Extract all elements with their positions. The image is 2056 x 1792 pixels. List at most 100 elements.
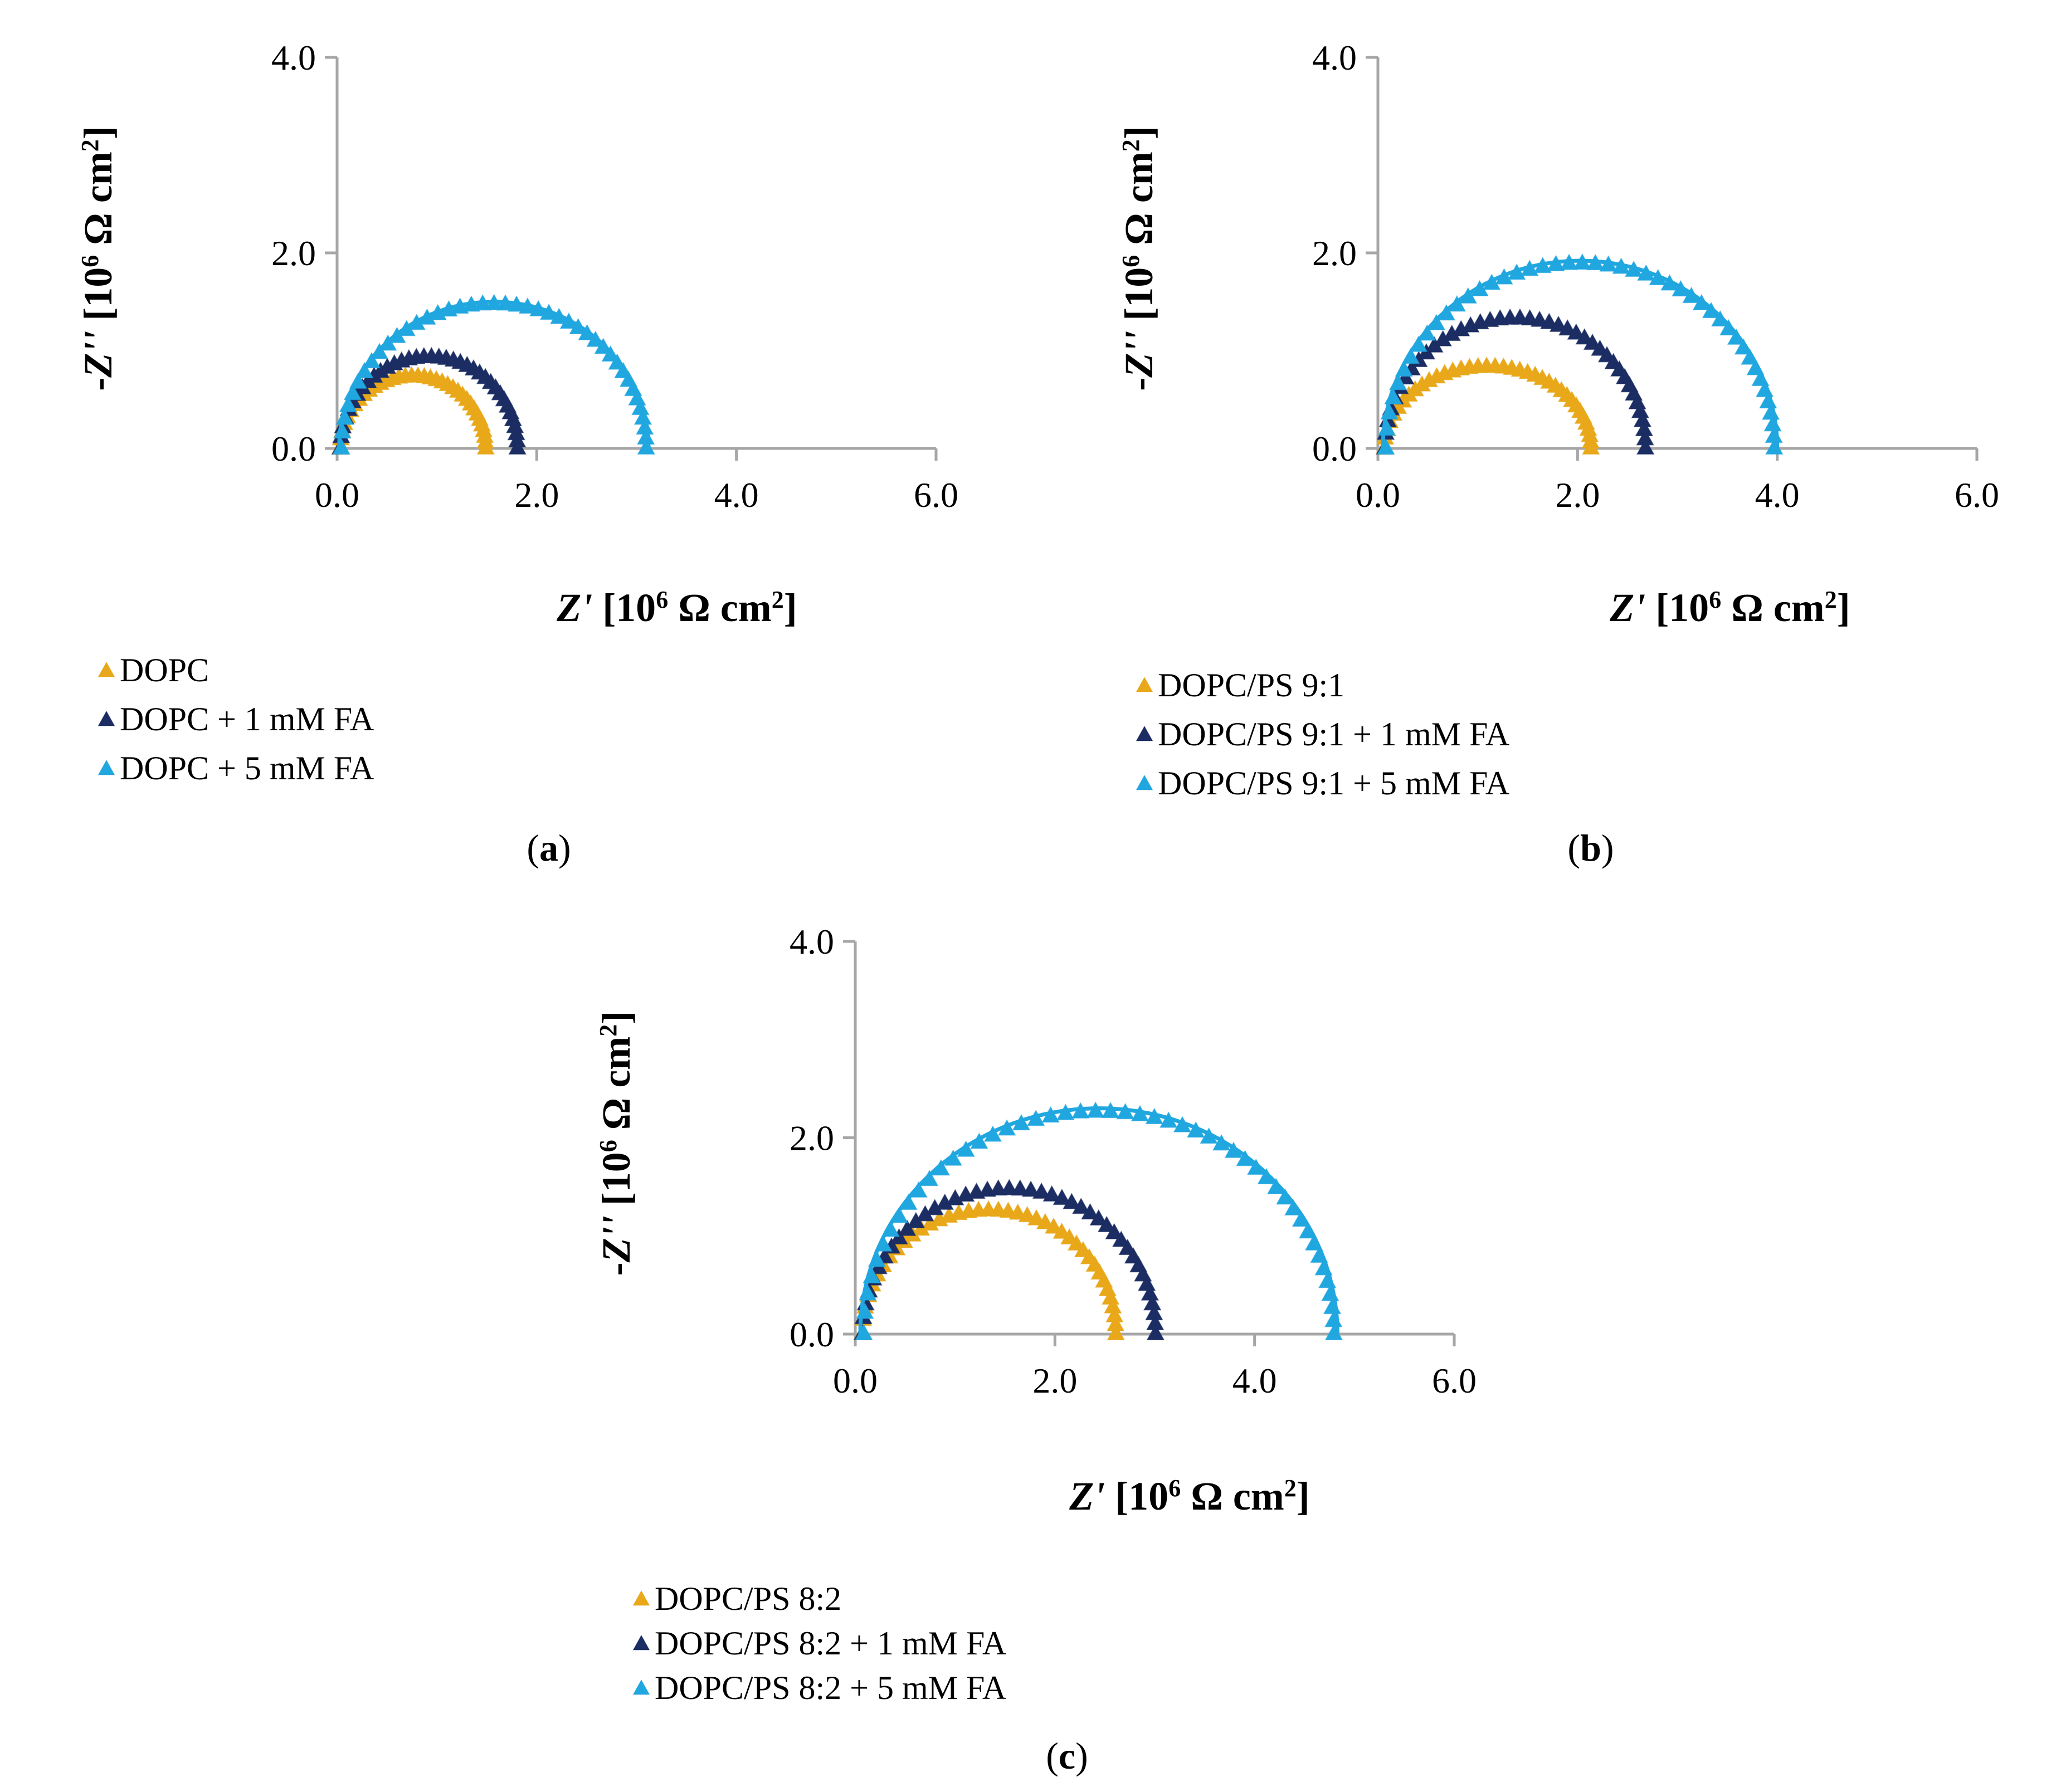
data-point (550, 307, 568, 324)
x-axis-bracket-close: ] (1837, 585, 1850, 630)
y-axis-symbol: Z'' (76, 331, 120, 378)
data-point (1418, 324, 1436, 341)
data-point (1573, 253, 1592, 270)
data-point (1741, 348, 1759, 365)
data-point (594, 338, 612, 354)
y-axis-exponent: 6 (595, 1140, 622, 1152)
legend-marker (98, 760, 115, 775)
data-point (1000, 1179, 1019, 1195)
data-point (1636, 264, 1655, 281)
data-point (343, 383, 362, 401)
x-tick-label: 0.0 (833, 1361, 878, 1400)
y-tick-label: 4.0 (271, 38, 316, 77)
data-point (1660, 274, 1679, 291)
x-tick-label: 0.0 (315, 475, 359, 515)
data-point (1624, 260, 1643, 277)
legend-marker (633, 1590, 650, 1606)
data-point (1549, 315, 1568, 332)
x-tick-label: 6.0 (914, 475, 958, 515)
data-point (474, 294, 492, 311)
x-axis-bracket-close: ] (784, 585, 797, 630)
data-point (1027, 1209, 1046, 1225)
chart-panel-c: 0.02.04.00.0 2.0 4.0 6.0Z' [106 Ω cm2]-Z'' … (594, 922, 1477, 1777)
series-3 (1376, 253, 1784, 455)
x-axis-symbol: Z' (556, 585, 592, 630)
data-point (518, 297, 537, 314)
panel-label-close: ) (1075, 1735, 1088, 1777)
legend-label: DOPC (120, 652, 209, 689)
y-axis-minus: - (594, 1262, 639, 1276)
data-point (1448, 295, 1467, 312)
x-axis-bracket-close: ] (1297, 1474, 1310, 1518)
y-axis-bracket-close: ] (594, 1011, 639, 1024)
data-point (1495, 268, 1513, 285)
y-axis-title: -Z'' [106 Ω cm2] (76, 126, 120, 391)
data-point (1026, 1110, 1045, 1126)
data-point (1395, 360, 1413, 377)
panel-label-close: ) (558, 827, 571, 869)
y-axis-bracket: [10 (76, 267, 120, 331)
legend-marker (633, 1635, 650, 1651)
legend-label: DOPC/PS 8:2 (655, 1580, 841, 1617)
y-tick-label: 2.0 (271, 233, 316, 273)
legend-marker (1136, 726, 1153, 741)
data-point (1246, 1158, 1265, 1175)
data-point (970, 1132, 988, 1149)
data-point (1071, 1197, 1090, 1214)
data-point (1101, 1101, 1120, 1119)
data-point (332, 438, 351, 455)
data-point (1107, 1324, 1126, 1341)
legend-label: DOPC/PS 8:2 + 5 mM FA (655, 1669, 1006, 1706)
data-point (1746, 359, 1765, 375)
data-point (1097, 1215, 1116, 1232)
data-point (1567, 323, 1586, 340)
data-point (1702, 301, 1721, 319)
data-point (1036, 1213, 1055, 1229)
data-point (1056, 1103, 1075, 1120)
data-point (1071, 1102, 1090, 1119)
y-axis-minus: - (1117, 378, 1161, 391)
x-tick-label: 2.0 (514, 475, 559, 515)
data-point (1081, 1203, 1099, 1220)
data-point (1401, 347, 1420, 364)
data-point (1427, 314, 1446, 330)
data-point (355, 362, 374, 378)
x-tick-label: 4.0 (714, 475, 759, 515)
data-point (485, 294, 503, 310)
data-point (1558, 319, 1577, 336)
panel-label-letter: b (1580, 827, 1601, 869)
data-point (1012, 1114, 1031, 1131)
legend-marker (1136, 775, 1153, 790)
panel-label: (a) (527, 827, 571, 869)
data-point (1672, 280, 1690, 297)
data-point (370, 343, 389, 359)
x-axis-unit-exponent: 2 (1825, 586, 1837, 613)
x-axis-bracket: [10 (592, 585, 656, 630)
data-point (855, 1324, 873, 1341)
data-point (601, 345, 620, 362)
data-point (1380, 403, 1399, 420)
data-point (1649, 268, 1667, 286)
y-axis-unit-exponent: 2 (595, 1024, 622, 1037)
data-point (1711, 310, 1729, 327)
y-axis-title: -Z'' [106 Ω cm2] (594, 1011, 639, 1276)
data-point (476, 438, 495, 455)
x-axis-bracket: [10 (1105, 1474, 1168, 1518)
data-point (881, 1220, 900, 1237)
x-tick-label: 0.0 (1356, 475, 1400, 515)
series-2 (331, 346, 527, 455)
data-point (1482, 274, 1501, 290)
data-point (1599, 255, 1617, 272)
x-axis-unit: Ω cm (668, 585, 772, 630)
data-point (1324, 1324, 1343, 1341)
panel-label: (b) (1567, 827, 1614, 869)
data-point (1021, 1180, 1040, 1197)
panel-label-letter: a (539, 827, 558, 869)
x-tick-label: 4.0 (1232, 1361, 1277, 1400)
data-point (1131, 1105, 1149, 1121)
y-tick-label: 2.0 (790, 1119, 834, 1158)
data-point (1298, 1222, 1317, 1239)
y-axis-bracket-close: ] (1117, 126, 1161, 139)
data-point (1636, 438, 1655, 455)
panel-label-letter: c (1059, 1735, 1075, 1777)
